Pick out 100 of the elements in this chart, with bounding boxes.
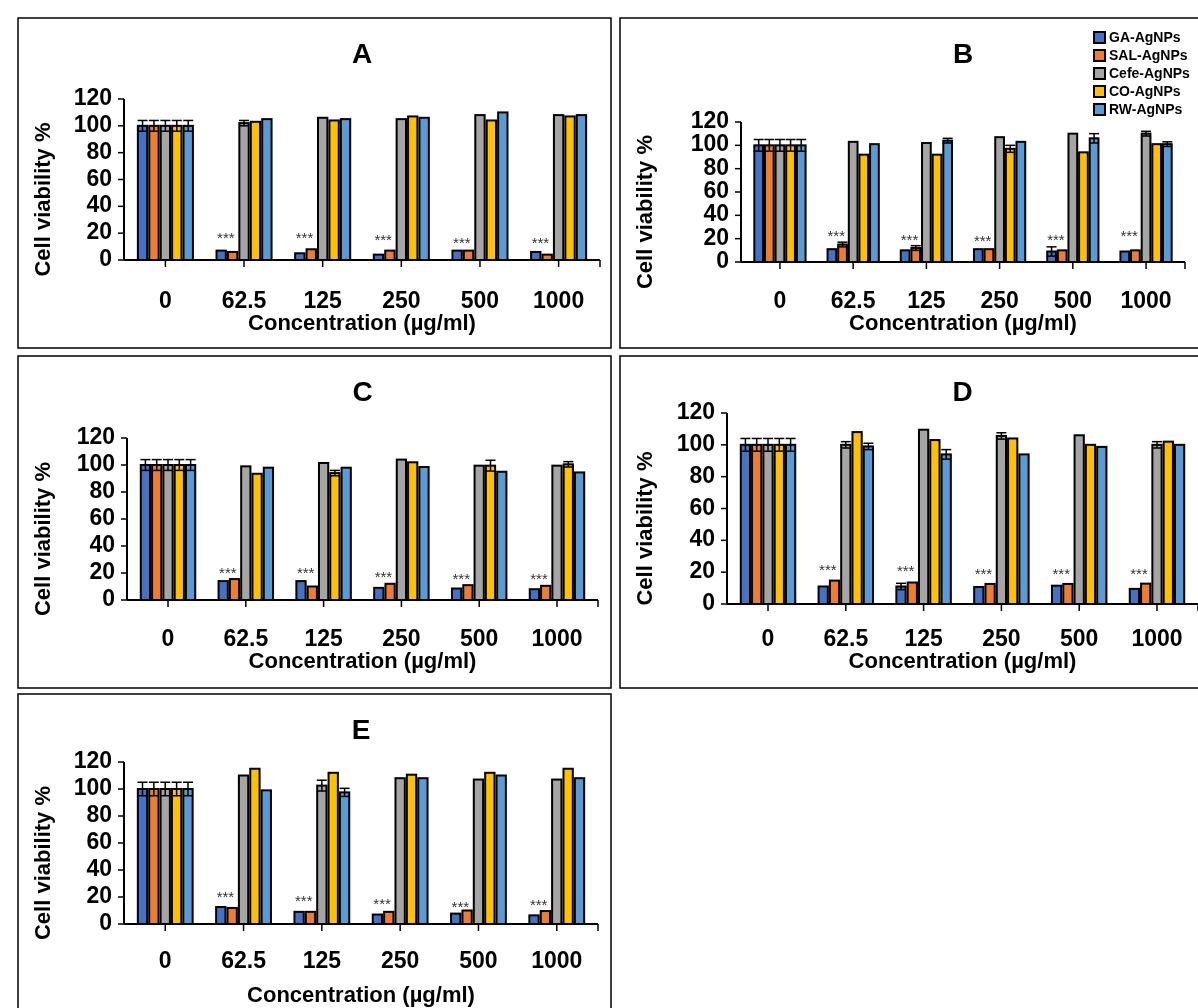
y-tick-label: 80 <box>86 137 112 164</box>
x-tick-label: 125 <box>304 625 343 651</box>
chart-title: C <box>352 376 373 407</box>
x-tick-label: 125 <box>907 287 946 313</box>
x-tick-label: 62.5 <box>823 625 869 651</box>
annotation: *** <box>453 233 471 251</box>
annotation: *** <box>296 564 315 582</box>
x-tick-label: 1000 <box>1131 625 1183 651</box>
x-axis-title: Concentration (µg/ml) <box>848 648 1077 673</box>
annotation: *** <box>529 895 548 913</box>
annotation: *** <box>530 569 548 587</box>
x-tick-label: 250 <box>382 625 421 651</box>
y-tick-label: 80 <box>89 477 115 504</box>
x-axis-title: Concentration (µg/ml) <box>248 310 476 335</box>
x-tick-label: 1000 <box>533 287 585 313</box>
x-tick-label: 0 <box>158 287 172 313</box>
y-axis-title: Cell viability % <box>29 785 55 941</box>
y-tick-label: 100 <box>76 450 115 477</box>
x-axis-title: Concentration (µg/ml) <box>849 310 1077 335</box>
legend-label: SAL-AgNPs <box>1109 46 1188 63</box>
annotation: *** <box>1130 564 1148 582</box>
y-tick-label: 120 <box>73 84 112 111</box>
y-tick-label: 60 <box>689 493 715 520</box>
annotation: *** <box>819 560 837 578</box>
x-tick-label: 62.5 <box>221 287 267 313</box>
y-tick-label: 120 <box>73 747 112 774</box>
y-tick-label: 40 <box>86 191 112 218</box>
y-tick-label: 100 <box>676 429 715 456</box>
y-tick-label: 100 <box>73 774 112 801</box>
x-tick-label: 500 <box>1060 625 1099 651</box>
x-tick-label: 0 <box>773 287 787 313</box>
y-tick-label: 0 <box>99 909 112 936</box>
y-tick-label: 120 <box>76 423 115 450</box>
annotation: *** <box>295 228 314 246</box>
y-axis-title: Cell viability % <box>29 122 55 277</box>
chart-title: A <box>351 38 373 69</box>
y-tick-label: 0 <box>716 247 729 274</box>
annotation: *** <box>451 898 470 916</box>
x-tick-label: 250 <box>980 287 1019 313</box>
annotation: *** <box>295 891 313 909</box>
x-tick-label: 250 <box>380 947 420 973</box>
y-axis-title: Cell viability % <box>631 451 657 606</box>
x-tick-label: 1000 <box>531 625 583 651</box>
y-tick-label: 40 <box>689 525 715 552</box>
legend-label: RW-AgNPs <box>1109 100 1183 117</box>
y-tick-label: 20 <box>89 558 115 585</box>
x-tick-label: 125 <box>904 625 943 651</box>
y-tick-label: 40 <box>86 855 112 882</box>
legend-label: GA-AgNPs <box>1109 28 1181 45</box>
x-axis-title: Concentration (µg/ml) <box>247 982 475 1007</box>
chart-title: E <box>351 714 371 745</box>
x-tick-label: 125 <box>302 947 342 973</box>
y-tick-label: 120 <box>676 398 715 425</box>
x-tick-label: 0 <box>761 625 775 651</box>
y-tick-label: 0 <box>99 245 112 272</box>
legend-label: Cefe-AgNPs <box>1109 64 1191 81</box>
annotation: *** <box>373 895 391 913</box>
x-tick-label: 500 <box>1053 287 1093 313</box>
x-tick-label: 500 <box>459 947 498 973</box>
y-tick-label: 60 <box>89 504 115 531</box>
annotation: *** <box>1047 230 1065 248</box>
y-tick-label: 80 <box>86 801 112 828</box>
y-tick-label: 100 <box>73 110 112 137</box>
annotation: *** <box>974 564 993 582</box>
annotation: *** <box>900 230 919 248</box>
annotation: *** <box>896 562 915 580</box>
annotation: *** <box>216 888 235 906</box>
x-tick-label: 62.5 <box>830 287 876 313</box>
annotation: *** <box>217 228 235 246</box>
annotation: *** <box>452 569 471 587</box>
y-tick-label: 60 <box>86 828 112 855</box>
x-tick-label: 1000 <box>1120 287 1172 313</box>
x-tick-label: 0 <box>158 947 172 973</box>
x-tick-label: 125 <box>303 287 343 313</box>
y-axis-title: Cell viability % <box>29 461 55 617</box>
chart-title: B <box>952 38 974 69</box>
x-tick-label: 62.5 <box>221 947 267 973</box>
annotation: *** <box>1120 227 1139 245</box>
y-tick-label: 20 <box>86 882 112 909</box>
y-tick-label: 40 <box>89 531 115 558</box>
annotation: *** <box>1052 564 1071 582</box>
annotation: *** <box>827 227 846 245</box>
y-tick-label: 20 <box>86 218 112 245</box>
annotation: *** <box>374 568 393 586</box>
x-tick-label: 62.5 <box>223 625 269 651</box>
y-tick-label: 0 <box>102 585 115 612</box>
y-tick-label: 60 <box>86 164 112 191</box>
x-axis-title: Concentration (µg/ml) <box>248 648 477 673</box>
x-tick-label: 250 <box>382 287 421 313</box>
y-tick-label: 80 <box>689 461 715 488</box>
x-tick-label: 250 <box>982 625 1021 651</box>
x-tick-label: 500 <box>460 625 499 651</box>
x-tick-label: 0 <box>161 625 175 651</box>
y-tick-label: 0 <box>702 589 715 616</box>
legend-label: CO-AgNPs <box>1109 82 1181 99</box>
annotation: *** <box>219 563 237 581</box>
chart-title: D <box>952 376 973 407</box>
x-tick-label: 1000 <box>531 947 583 973</box>
x-tick-label: 500 <box>460 287 500 313</box>
annotation: *** <box>973 232 992 250</box>
